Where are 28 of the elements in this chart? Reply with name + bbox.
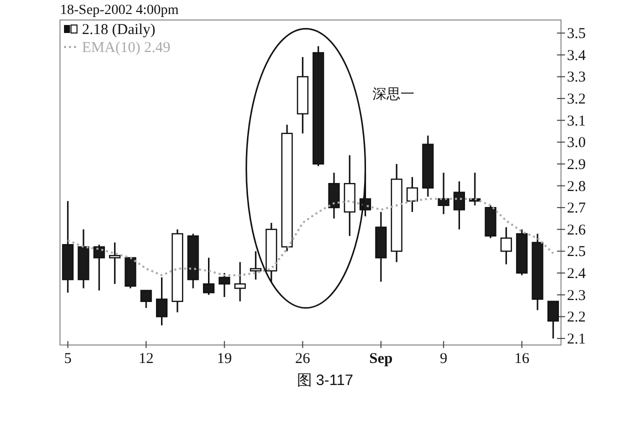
y-tick-label: 2.8 xyxy=(567,178,586,195)
x-tick-label: 26 xyxy=(295,351,311,367)
y-tick-label: 2.2 xyxy=(567,310,586,326)
x-tick-label: Sep xyxy=(369,351,393,367)
text: 18-Sep-2002 4:00pm xyxy=(60,3,179,18)
legend: 2.18 (Daily) EMA(10) 2.49 xyxy=(64,22,170,56)
y-tick-label: 2.6 xyxy=(567,222,586,238)
y-tick-label: 3.3 xyxy=(567,70,586,86)
y-tick-label: 2.1 xyxy=(567,331,586,348)
y-tick-label: 3.4 xyxy=(567,48,586,64)
caption: 图 3-117 xyxy=(296,372,354,389)
legend-label: EMA(10) 2.49 xyxy=(82,40,170,56)
x-tick-label: 19 xyxy=(216,351,232,367)
y-tick-label: 3.0 xyxy=(567,135,586,152)
y-tick-label: 2.7 xyxy=(567,200,586,217)
x-tick-label: 5 xyxy=(64,351,72,367)
y-tick-label: 3.1 xyxy=(567,113,586,130)
x-tick-label: 16 xyxy=(514,351,530,367)
y-tick-label: 3.2 xyxy=(567,92,586,108)
y-tick-label: 2.9 xyxy=(567,156,586,173)
x-tick-label: 12 xyxy=(138,351,154,367)
chart-title: 2.18 (Daily) xyxy=(82,22,156,38)
y-tick-label: 2.4 xyxy=(567,266,586,282)
annotation: 深思一 xyxy=(372,86,414,102)
y-tick-label: 2.5 xyxy=(567,244,586,260)
y-tick-label: 3.5 xyxy=(567,26,586,42)
y-tick-label: 2.3 xyxy=(567,288,586,304)
x-tick-label: 9 xyxy=(440,351,448,367)
